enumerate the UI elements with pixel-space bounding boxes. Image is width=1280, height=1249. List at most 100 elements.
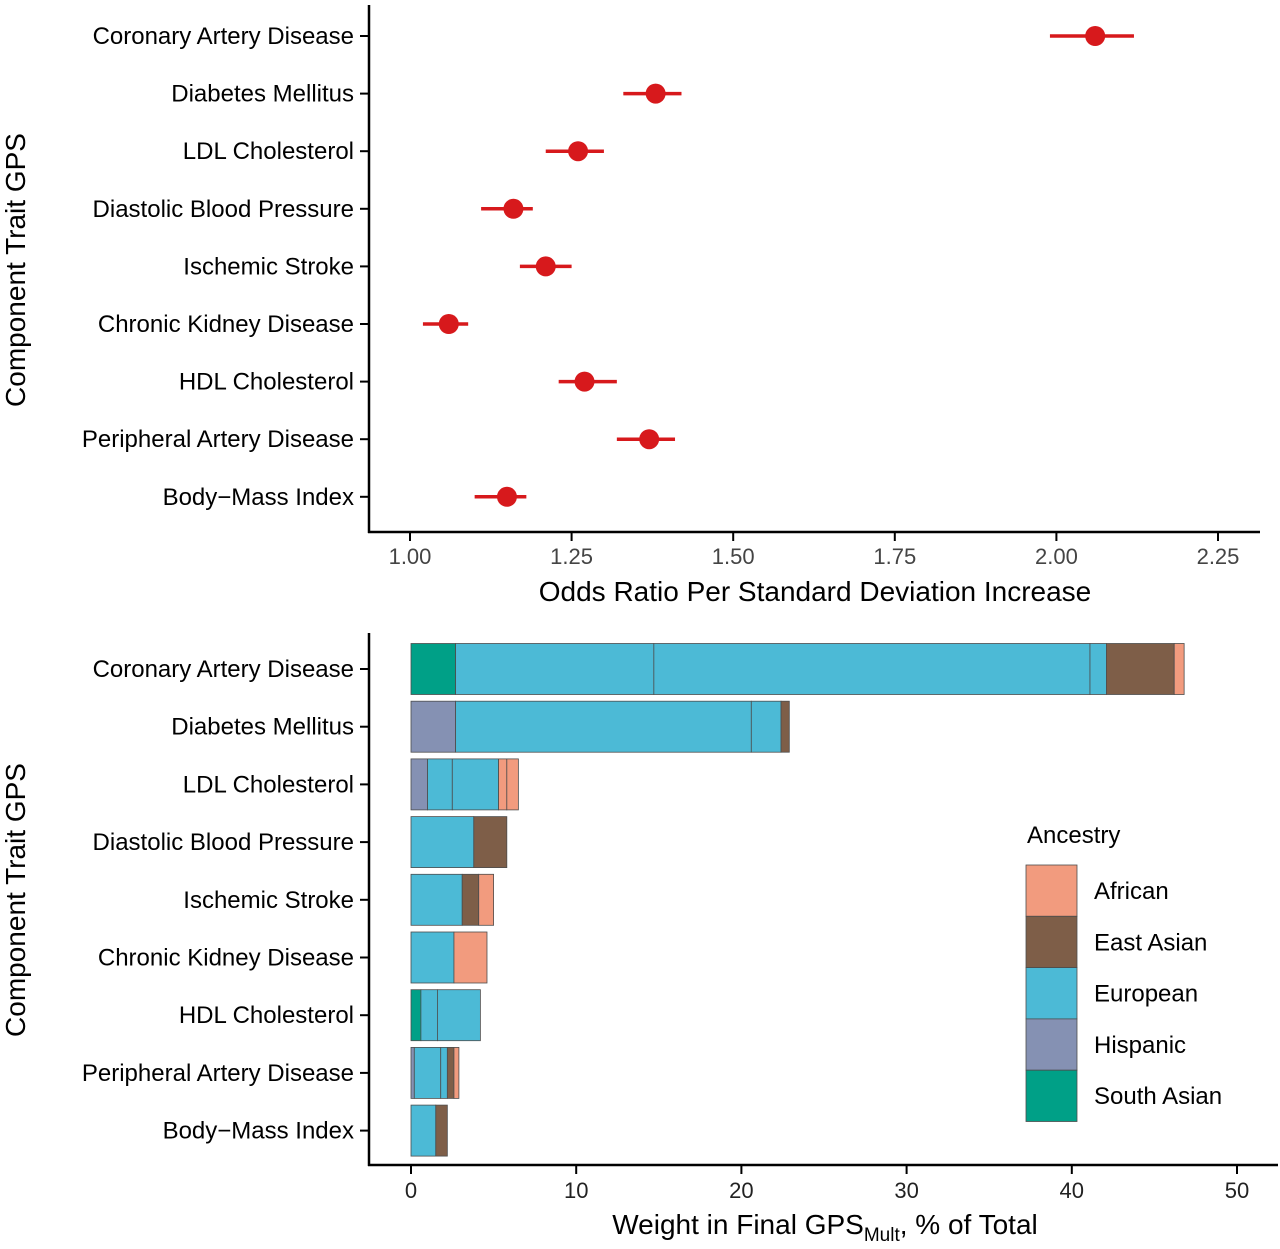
top-y-axis-title: Component Trait GPS [0, 133, 31, 407]
bottom-y-tick-label-peripheral-artery-disease: Peripheral Artery Disease [82, 1060, 354, 1087]
legend-swatch-european [1025, 967, 1078, 1020]
bar-body-mass-index-european-0 [410, 1104, 437, 1157]
bar-diastolic-blood-pressure-east-asian-1 [473, 816, 508, 868]
bottom-y-tick-label-chronic-kidney-disease: Chronic Kidney Disease [98, 945, 354, 972]
bottom-y-tick-label-coronary-artery-disease: Coronary Artery Disease [93, 656, 354, 683]
top-y-tick-label-ldl-cholesterol: LDL Cholesterol [183, 138, 354, 165]
point-hdl-cholesterol [574, 371, 595, 392]
bar-coronary-artery-disease-european-3 [1089, 643, 1107, 695]
bottom-x-tick-labels: 0 10 20 30 40 50 [405, 1166, 1249, 1203]
top-data-points [422, 26, 1134, 507]
forest-plot-panel: Component Trait GPS Coronary Artery Dise… [0, 5, 1260, 607]
top-y-tick-label-coronary-artery-disease: Coronary Artery Disease [93, 23, 354, 50]
top-y-tick-label-peripheral-artery-disease: Peripheral Artery Disease [82, 426, 354, 453]
bar-chronic-kidney-disease-european-0 [410, 931, 455, 984]
bar-coronary-artery-disease-african-5 [1173, 643, 1185, 695]
top-x-tick-label: 1.00 [389, 544, 432, 569]
bottom-x-axis-title-suffix: , % of Total [900, 1209, 1038, 1240]
bottom-y-tick-label-diastolic-blood-pressure: Diastolic Blood Pressure [93, 829, 354, 856]
bar-ldl-cholesterol-european-2 [451, 758, 499, 811]
bottom-x-tick-label: 30 [894, 1178, 918, 1203]
bottom-y-tick-label-body-mass-index: Body−Mass Index [163, 1118, 354, 1145]
stacked-bar-panel: Component Trait GPS Coronary Artery Dise… [0, 633, 1278, 1246]
bottom-bars [410, 643, 1185, 1157]
bottom-x-axis-title-sub: Mult [864, 1225, 901, 1244]
legend-label-european: European [1094, 981, 1198, 1008]
top-x-tick-label: 1.25 [550, 544, 593, 569]
bar-coronary-artery-disease-european-1 [455, 643, 655, 695]
point-ischemic-stroke [535, 256, 556, 277]
top-y-tick-label-hdl-cholesterol: HDL Cholesterol [179, 369, 354, 396]
legend-label-hispanic: Hispanic [1094, 1032, 1186, 1059]
bottom-x-axis-title: Weight in Final GPSMult, % of Total [612, 1209, 1038, 1244]
top-y-tick-label-body-mass-index: Body−Mass Index [163, 484, 354, 511]
bar-ischemic-stroke-east-asian-1 [461, 873, 480, 926]
legend-label-east-asian: East Asian [1094, 929, 1207, 956]
top-y-tick-labels: Coronary Artery Disease Diabetes Mellitus… [82, 23, 369, 511]
bar-ischemic-stroke-african-2 [478, 873, 494, 926]
point-ldl-cholesterol [568, 141, 589, 162]
legend-swatch-south-asian [1025, 1069, 1078, 1122]
bar-body-mass-index-east-asian-1 [435, 1104, 448, 1157]
point-diastolic-blood-pressure [503, 198, 524, 219]
point-chronic-kidney-disease [438, 314, 459, 334]
top-y-tick-label-diastolic-blood-pressure: Diastolic Blood Pressure [93, 196, 354, 223]
bottom-x-tick-label: 20 [729, 1178, 753, 1203]
bar-coronary-artery-disease-east-asian-4 [1106, 643, 1175, 695]
legend-label-south-asian: South Asian [1094, 1083, 1222, 1110]
bar-peripheral-artery-disease-east-asian-3 [446, 1047, 455, 1099]
bar-peripheral-artery-disease-european-1 [413, 1047, 442, 1099]
bar-diabetes-mellitus-hispanic-0 [410, 700, 457, 753]
bar-ldl-cholesterol-european-1 [427, 758, 453, 811]
bottom-x-tick-label: 50 [1225, 1178, 1249, 1203]
legend-title: Ancestry [1027, 822, 1120, 849]
bottom-y-tick-label-ldl-cholesterol: LDL Cholesterol [183, 771, 354, 798]
top-y-tick-label-ischemic-stroke: Ischemic Stroke [183, 253, 354, 280]
point-body-mass-index [496, 486, 517, 507]
bottom-y-tick-labels: Coronary Artery Disease Diabetes Mellitus… [82, 656, 369, 1145]
bar-ldl-cholesterol-african-4 [506, 758, 519, 811]
legend-swatch-african [1025, 864, 1078, 917]
bar-coronary-artery-disease-south-asian-0 [410, 643, 457, 695]
bottom-x-tick-label: 10 [564, 1178, 588, 1203]
bottom-y-tick-label-ischemic-stroke: Ischemic Stroke [183, 887, 354, 914]
bar-peripheral-artery-disease-african-4 [453, 1047, 460, 1099]
bar-peripheral-artery-disease-european-2 [440, 1047, 448, 1099]
point-diabetes-mellitus [645, 83, 666, 104]
top-x-axis-title: Odds Ratio Per Standard Deviation Increa… [539, 576, 1092, 607]
top-x-tick-label: 2.25 [1197, 544, 1240, 569]
bar-hdl-cholesterol-european-2 [437, 989, 481, 1042]
bar-ldl-cholesterol-african-3 [498, 758, 508, 811]
bottom-x-axis-title-main: Weight in Final GPS [612, 1209, 864, 1240]
top-x-tick-label: 1.75 [873, 544, 916, 569]
top-x-tick-label: 1.50 [712, 544, 755, 569]
legend: Ancestry African East Asian European Hispan… [1025, 822, 1222, 1122]
top-x-tick-label: 2.00 [1035, 544, 1078, 569]
top-y-tick-label-diabetes-mellitus: Diabetes Mellitus [171, 81, 354, 108]
bottom-y-tick-label-hdl-cholesterol: HDL Cholesterol [179, 1002, 354, 1029]
bottom-y-tick-label-diabetes-mellitus: Diabetes Mellitus [171, 714, 354, 741]
bar-diabetes-mellitus-east-asian-3 [780, 700, 790, 753]
bar-diabetes-mellitus-european-2 [750, 700, 782, 753]
legend-swatch-hispanic [1025, 1018, 1078, 1071]
point-peripheral-artery-disease [639, 429, 660, 450]
bar-chronic-kidney-disease-african-1 [453, 931, 488, 984]
bottom-x-tick-label: 40 [1060, 1178, 1084, 1203]
legend-label-african: African [1094, 878, 1169, 905]
bar-diabetes-mellitus-european-1 [455, 700, 752, 753]
bar-peripheral-artery-disease-hispanic-0 [410, 1047, 415, 1099]
bottom-x-tick-label: 0 [405, 1178, 417, 1203]
bottom-y-axis-title: Component Trait GPS [0, 763, 31, 1037]
top-y-tick-label-chronic-kidney-disease: Chronic Kidney Disease [98, 311, 354, 338]
bar-coronary-artery-disease-european-2 [653, 643, 1091, 695]
bar-hdl-cholesterol-south-asian-0 [410, 989, 422, 1042]
point-coronary-artery-disease [1085, 26, 1106, 46]
legend-swatch-east-asian [1025, 915, 1078, 968]
bar-ischemic-stroke-european-0 [410, 873, 463, 926]
bar-hdl-cholesterol-european-1 [420, 989, 438, 1042]
bar-ldl-cholesterol-hispanic-0 [410, 758, 428, 811]
bar-diastolic-blood-pressure-european-0 [410, 816, 475, 868]
top-x-tick-labels: 1.00 1.25 1.50 1.75 2.00 2.25 [389, 533, 1240, 569]
